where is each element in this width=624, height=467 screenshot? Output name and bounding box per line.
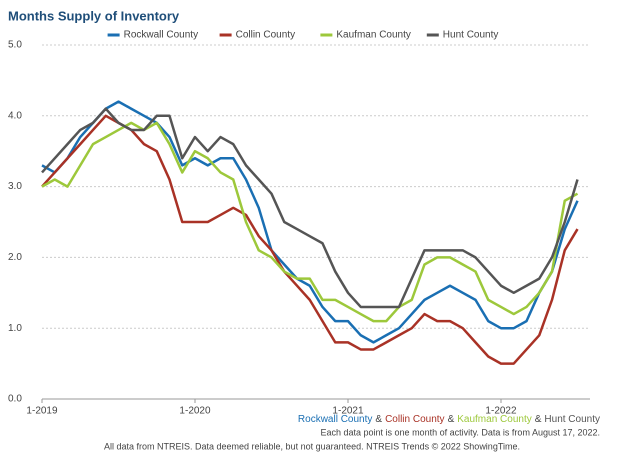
y-tick-label: 4.0 — [8, 110, 22, 121]
x-tick-label: 1-2021 — [332, 406, 364, 417]
legend-label: Hunt County — [443, 30, 499, 41]
footer: All data from NTREIS. Data deemed reliab… — [104, 441, 520, 451]
y-tick-label: 2.0 — [8, 252, 22, 263]
legend-separator: & — [448, 414, 455, 425]
legend-label: Kaufman County — [336, 30, 411, 41]
y-tick-label: 0.0 — [8, 394, 22, 405]
x-tick-label: 1-2019 — [26, 406, 58, 417]
y-tick-label: 5.0 — [8, 40, 22, 51]
bottom-legend-label: Hunt County — [544, 414, 600, 425]
bottom-legend-label: Rockwall County — [298, 414, 372, 425]
bottom-legend-label: Collin County — [385, 414, 444, 425]
legend-separator: & — [375, 414, 382, 425]
x-tick-label: 1-2022 — [485, 406, 517, 417]
bottom-legend-label: Kaufman County — [457, 414, 532, 425]
legend-label: Collin County — [236, 30, 295, 41]
y-tick-label: 3.0 — [8, 181, 22, 192]
x-tick-label: 1-2020 — [179, 406, 211, 417]
series-line — [41, 100, 579, 344]
legend-label: Rockwall County — [124, 30, 198, 41]
series-line — [41, 121, 579, 323]
bottom-legend: Rockwall County & Collin County & Kaufman Co… — [298, 414, 600, 425]
series-line — [41, 107, 579, 309]
y-tick-label: 1.0 — [8, 323, 22, 334]
chart-title: Months Supply of Inventory — [8, 8, 180, 23]
legend-separator: & — [535, 414, 542, 425]
note: Each data point is one month of activity… — [321, 427, 601, 437]
